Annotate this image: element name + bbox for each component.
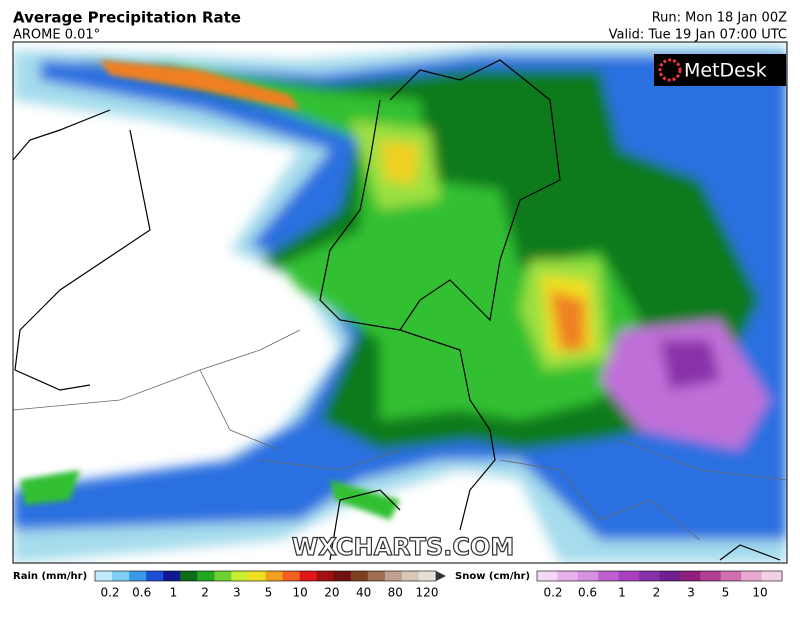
rain-color xyxy=(282,571,300,581)
rain-color xyxy=(180,571,198,581)
snow-color xyxy=(720,571,742,581)
snow-color xyxy=(598,571,619,581)
rain-color xyxy=(401,571,420,581)
snow-color xyxy=(639,571,660,581)
watermark: WXCHARTS.COM xyxy=(292,533,514,561)
snow-tick-label: 10 xyxy=(752,586,767,600)
rain-color xyxy=(214,571,232,581)
rain-tick-label: 40 xyxy=(356,586,371,600)
run-time: Run: Mon 18 Jan 00Z xyxy=(652,11,787,26)
rain-tick-label: 3 xyxy=(233,586,241,600)
snow-color xyxy=(700,571,722,581)
rain-color xyxy=(316,571,334,581)
snow-color xyxy=(741,571,762,581)
snow-color xyxy=(659,571,681,581)
valid-time: Valid: Tue 19 Jan 07:00 UTC xyxy=(609,28,787,43)
rain-color xyxy=(367,571,386,581)
rain-tick-label: 1 xyxy=(170,586,178,600)
snow-color xyxy=(557,571,579,581)
snow-color xyxy=(618,571,640,581)
rain-tick-label: 20 xyxy=(324,586,339,600)
snow-tick-label: 1 xyxy=(618,586,626,600)
rain-tick-label: 2 xyxy=(201,586,209,600)
snow-color xyxy=(537,571,558,581)
rain-color xyxy=(95,571,113,581)
snow-tick-label: 3 xyxy=(687,586,695,600)
rain-color xyxy=(333,571,352,581)
snow-tick-label: 0.2 xyxy=(543,586,562,600)
rain-color xyxy=(197,571,215,581)
rain-color xyxy=(265,571,283,581)
rain-tick-label: 0.2 xyxy=(100,586,119,600)
snow-color xyxy=(577,571,599,581)
rain-tick-label: 80 xyxy=(388,586,403,600)
rain-color xyxy=(163,571,181,581)
rain-tick-label: 5 xyxy=(265,586,273,600)
subtitle: AROME 0.01° xyxy=(13,28,100,43)
rain-tick-label: 10 xyxy=(293,586,308,600)
logo: MetDesk xyxy=(654,54,786,86)
legend: 0.2 0.6 1 2 3 5 10 20 40 80 120 0.2 0.6 1 2 3 5 10 xyxy=(94,570,783,600)
snow-color-frame xyxy=(536,570,783,582)
map xyxy=(13,42,787,563)
rain-color xyxy=(231,571,249,581)
rain-color xyxy=(112,571,130,581)
title: Average Precipitation Rate xyxy=(13,9,241,27)
rain-color xyxy=(146,571,164,581)
logo-text: MetDesk xyxy=(684,60,767,82)
rain-arrow xyxy=(436,571,446,581)
rain-color xyxy=(248,571,266,581)
rain-color xyxy=(418,571,437,581)
snow-tick-label: 2 xyxy=(653,586,661,600)
snow-color xyxy=(679,571,701,581)
snow-color xyxy=(761,571,783,581)
snow-tick-label: 5 xyxy=(722,586,730,600)
rain-color xyxy=(129,571,147,581)
rain-tick-label: 0.6 xyxy=(132,586,151,600)
rain-color xyxy=(384,571,403,581)
snow-legend-label: Snow (cm/hr) xyxy=(455,571,530,582)
snow-tick-label: 0.6 xyxy=(578,586,597,600)
rain-tick-label: 120 xyxy=(416,586,439,600)
rain-legend-label: Rain (mm/hr) xyxy=(13,571,87,582)
map-frame xyxy=(12,41,788,564)
rain-color xyxy=(299,571,317,581)
rain-color xyxy=(350,571,369,581)
